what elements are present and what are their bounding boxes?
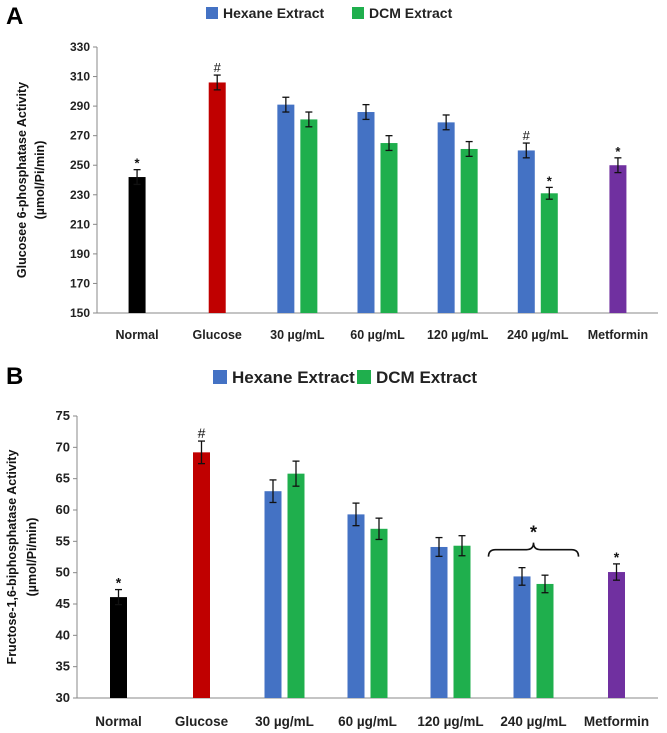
y-tick-label-b: 65: [56, 471, 70, 486]
x-category-label-a: Normal: [116, 328, 159, 342]
y-axis-label-b-line2: (µmol/Pi/min): [25, 518, 39, 597]
y-tick-label-a: 270: [70, 129, 90, 143]
panel-b-chart: B Hexane Extract DCM Extract Fructose-1,6-b…: [5, 363, 658, 729]
y-axis-label-b-line1: Fructose-1,6-biphosphatase Activity: [5, 450, 19, 665]
x-category-label-a: Metformin: [588, 328, 648, 342]
legend-swatch-b-hexane: [213, 370, 227, 384]
y-tick-label-a: 190: [70, 247, 90, 261]
y-tick-label-b: 50: [56, 565, 70, 580]
y-tick-label-a: 290: [70, 99, 90, 113]
bar-b-hexane-extract: [347, 514, 365, 698]
bar-b-dcm-extract: [287, 473, 305, 698]
bar-a-hexane-extract: [517, 150, 535, 313]
y-tick-label-b: 60: [56, 502, 70, 517]
y-tick-label-a: 310: [70, 70, 90, 84]
bar-b-dcm-extract: [453, 545, 471, 698]
bar-a-dcm-extract: [460, 148, 478, 313]
legend-swatch-a-hexane: [206, 7, 218, 19]
bracket-significance-mark-b: *: [530, 523, 537, 543]
x-category-label-b: Glucose: [175, 714, 229, 729]
bar-a-metformin: [609, 165, 627, 313]
y-axis-label-a-line2: (µmol/Pi/min): [33, 141, 47, 220]
panel-letter-a: A: [6, 3, 23, 30]
bar-a-dcm-extract: [300, 119, 318, 314]
x-category-label-b: 60 µg/mL: [338, 714, 397, 729]
significance-mark-a: *: [547, 173, 553, 188]
y-tick-label-b: 45: [56, 596, 70, 611]
legend-label-b-hexane: Hexane Extract: [232, 368, 355, 387]
y-axis-label-a-line1: Glucosee 6-phosphatase Activity: [15, 82, 29, 278]
significance-mark-a: #: [523, 128, 531, 143]
x-category-label-a: 240 µg/mL: [507, 328, 569, 342]
bar-a-hexane-extract: [357, 112, 375, 314]
y-tick-label-b: 40: [56, 627, 70, 642]
x-category-label-b: 120 µg/mL: [417, 714, 483, 729]
bar-b-dcm-extract: [536, 583, 554, 698]
x-category-label-a: Glucose: [193, 328, 242, 342]
legend-label-b-dcm: DCM Extract: [376, 368, 477, 387]
y-tick-label-b: 75: [56, 408, 70, 423]
y-tick-label-a: 330: [70, 40, 90, 54]
legend-label-a-hexane: Hexane Extract: [223, 5, 325, 21]
x-category-label-b: 240 µg/mL: [500, 714, 566, 729]
bar-b-hexane-extract: [264, 491, 282, 698]
legend-swatch-b-dcm: [357, 370, 371, 384]
y-tick-label-a: 210: [70, 217, 90, 231]
significance-mark-b: *: [614, 549, 620, 565]
significance-mark-b: *: [116, 575, 122, 591]
x-category-label-b: Normal: [95, 714, 142, 729]
bar-b-glucose: [193, 452, 210, 698]
legend-swatch-a-dcm: [352, 7, 364, 19]
bar-b-hexane-extract: [513, 576, 531, 698]
significance-mark-a: *: [615, 144, 621, 159]
x-category-label-b: 30 µg/mL: [255, 714, 314, 729]
x-category-label-a: 60 µg/mL: [350, 328, 405, 342]
bar-a-glucose: [208, 82, 226, 313]
panel-letter-b: B: [6, 363, 23, 390]
significance-mark-a: *: [135, 156, 141, 171]
bar-b-hexane-extract: [430, 546, 448, 698]
y-tick-label-a: 250: [70, 158, 90, 172]
significance-mark-b: #: [198, 425, 206, 441]
y-tick-label-a: 150: [70, 306, 90, 320]
panel-a-chart: A Hexane Extract DCM Extract Glucosee 6-pho…: [6, 3, 658, 342]
y-tick-label-b: 55: [56, 533, 70, 548]
significance-mark-a: #: [214, 60, 222, 75]
bar-a-hexane-extract: [277, 104, 295, 313]
bar-b-dcm-extract: [370, 528, 388, 698]
bar-a-dcm-extract: [540, 193, 558, 313]
bar-b-normal: [110, 597, 127, 698]
y-tick-label-a: 170: [70, 276, 90, 290]
x-category-label-a: 120 µg/mL: [427, 328, 489, 342]
y-tick-label-b: 30: [56, 690, 70, 705]
y-tick-label-b: 35: [56, 659, 70, 674]
y-tick-label-b: 70: [56, 439, 70, 454]
bar-a-dcm-extract: [380, 143, 398, 313]
x-category-label-a: 30 µg/mL: [270, 328, 325, 342]
bar-a-normal: [128, 177, 146, 313]
legend-label-a-dcm: DCM Extract: [369, 5, 453, 21]
bar-b-metformin: [608, 572, 625, 698]
group-bracket-b: [487, 542, 580, 557]
bar-a-hexane-extract: [437, 122, 455, 313]
y-tick-label-a: 230: [70, 188, 90, 202]
x-category-label-b: Metformin: [584, 714, 649, 729]
